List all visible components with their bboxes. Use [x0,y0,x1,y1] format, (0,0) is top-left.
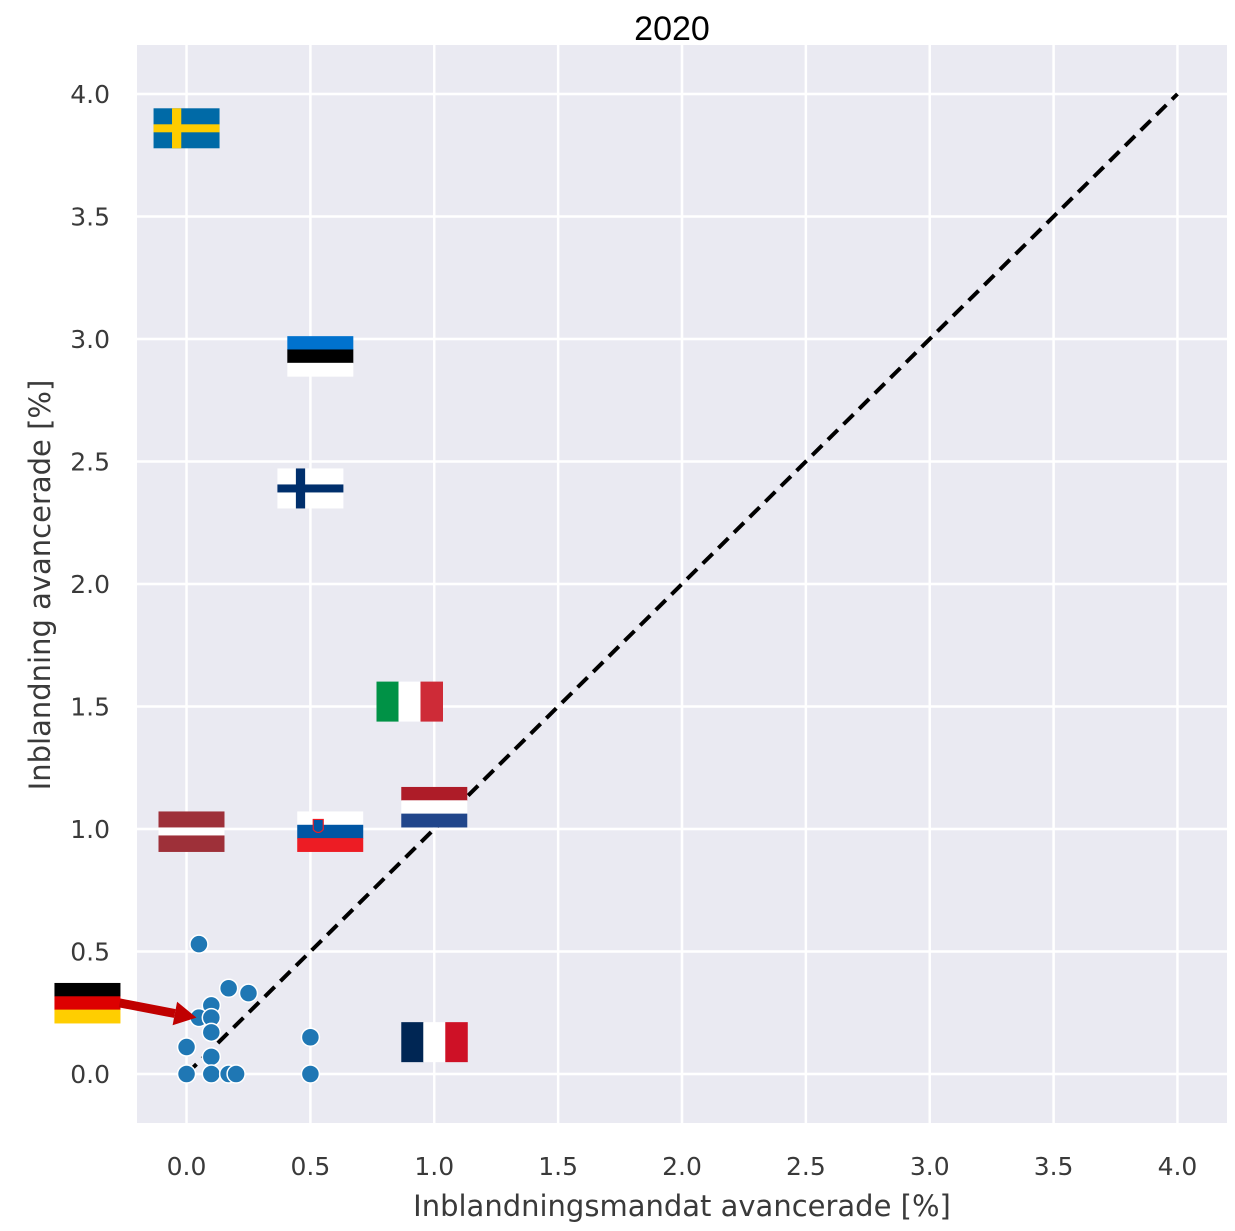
data-point [238,983,259,1003]
data-point [218,978,239,998]
flag-latvia-icon [158,811,225,852]
flag-cross-horizontal [277,484,344,493]
x-tick-label: 2.5 [786,1152,826,1181]
data-point [201,1047,222,1067]
x-tick-label: 1.5 [538,1152,578,1181]
data-point [189,934,209,954]
flag-stripe [376,681,399,722]
flag-stripe [401,800,468,815]
flag-stripe [401,786,468,801]
annotation-arrow-head [172,1001,197,1026]
flag-coat-of-arms [312,818,324,834]
flag-stripe [287,336,354,350]
data-point [176,1064,197,1084]
reference-line [185,92,1179,1076]
data-point [300,1027,321,1047]
y-tick-labels: 0.0 0.5 1.0 1.5 2.0 2.5 3.0 3.5 4.0 [70,80,110,1089]
y-tick-label: 2.0 [70,570,110,599]
x-tick-label: 3.5 [1034,1152,1074,1181]
chart-title: 2020 [634,10,710,48]
flag-sweden-icon [153,108,220,149]
flag-stripe [287,349,354,364]
x-tick-label: 3.0 [910,1152,950,1181]
flag-slovenia-icon [297,811,364,852]
flag-stripe [398,681,421,722]
flag-stripe [158,811,225,828]
flag-stripe [445,1022,468,1063]
data-point [300,1064,321,1084]
data-point [201,1064,222,1084]
annotation-arrow-group [118,998,197,1026]
flag-stripe [420,681,443,722]
flag-germany-icon [54,982,121,1024]
flag-stripe [297,811,364,826]
flag-stripe [54,1009,121,1024]
x-tick-labels: 0.0 0.5 1.0 1.5 2.0 2.5 3.0 3.5 4.0 [167,1152,1198,1181]
flag-finland-icon [277,468,344,509]
x-tick-label: 1.0 [414,1152,454,1181]
flag-netherlands-icon [401,786,468,828]
flag-stripe [158,827,225,836]
flag-stripe [423,1022,446,1063]
grid-lines [137,45,1227,1123]
flag-cross-horizontal [153,124,220,133]
flag-stripe [287,362,354,377]
flag-france-icon [401,1022,468,1063]
reference-line-group [185,92,1179,1076]
x-tick-label: 2.0 [662,1152,702,1181]
flag-italy-icon [376,681,443,722]
data-point [201,1022,222,1043]
y-tick-label: 3.5 [70,203,110,232]
flag-stripe [297,838,364,852]
y-axis-label: Inblandning avancerade [%] [23,380,57,791]
flag-stripe [54,996,121,1011]
data-points [176,934,321,1084]
flag-stripe [401,1022,424,1063]
data-point [176,1037,197,1057]
y-tick-label: 0.0 [70,1060,110,1089]
flag-stripe [54,982,121,997]
flag-markers [54,108,468,1063]
y-tick-label: 0.5 [70,938,110,967]
data-point [226,1064,246,1084]
flag-estonia-icon [287,336,354,377]
y-tick-label: 2.5 [70,448,110,477]
x-tick-label: 4.0 [1158,1152,1198,1181]
flag-stripe [297,824,364,839]
x-tick-label: 0.5 [291,1152,331,1181]
y-tick-label: 3.0 [70,325,110,354]
flag-stripe [158,835,225,852]
y-tick-label: 4.0 [70,80,110,109]
y-tick-label: 1.0 [70,815,110,844]
x-tick-label: 0.0 [167,1152,207,1181]
flag-stripe [401,813,468,828]
x-axis-label: Inblandningsmandat avancerade [%] [413,1189,951,1223]
y-tick-label: 1.5 [70,693,110,722]
annotation-arrow-shaft [118,998,176,1018]
